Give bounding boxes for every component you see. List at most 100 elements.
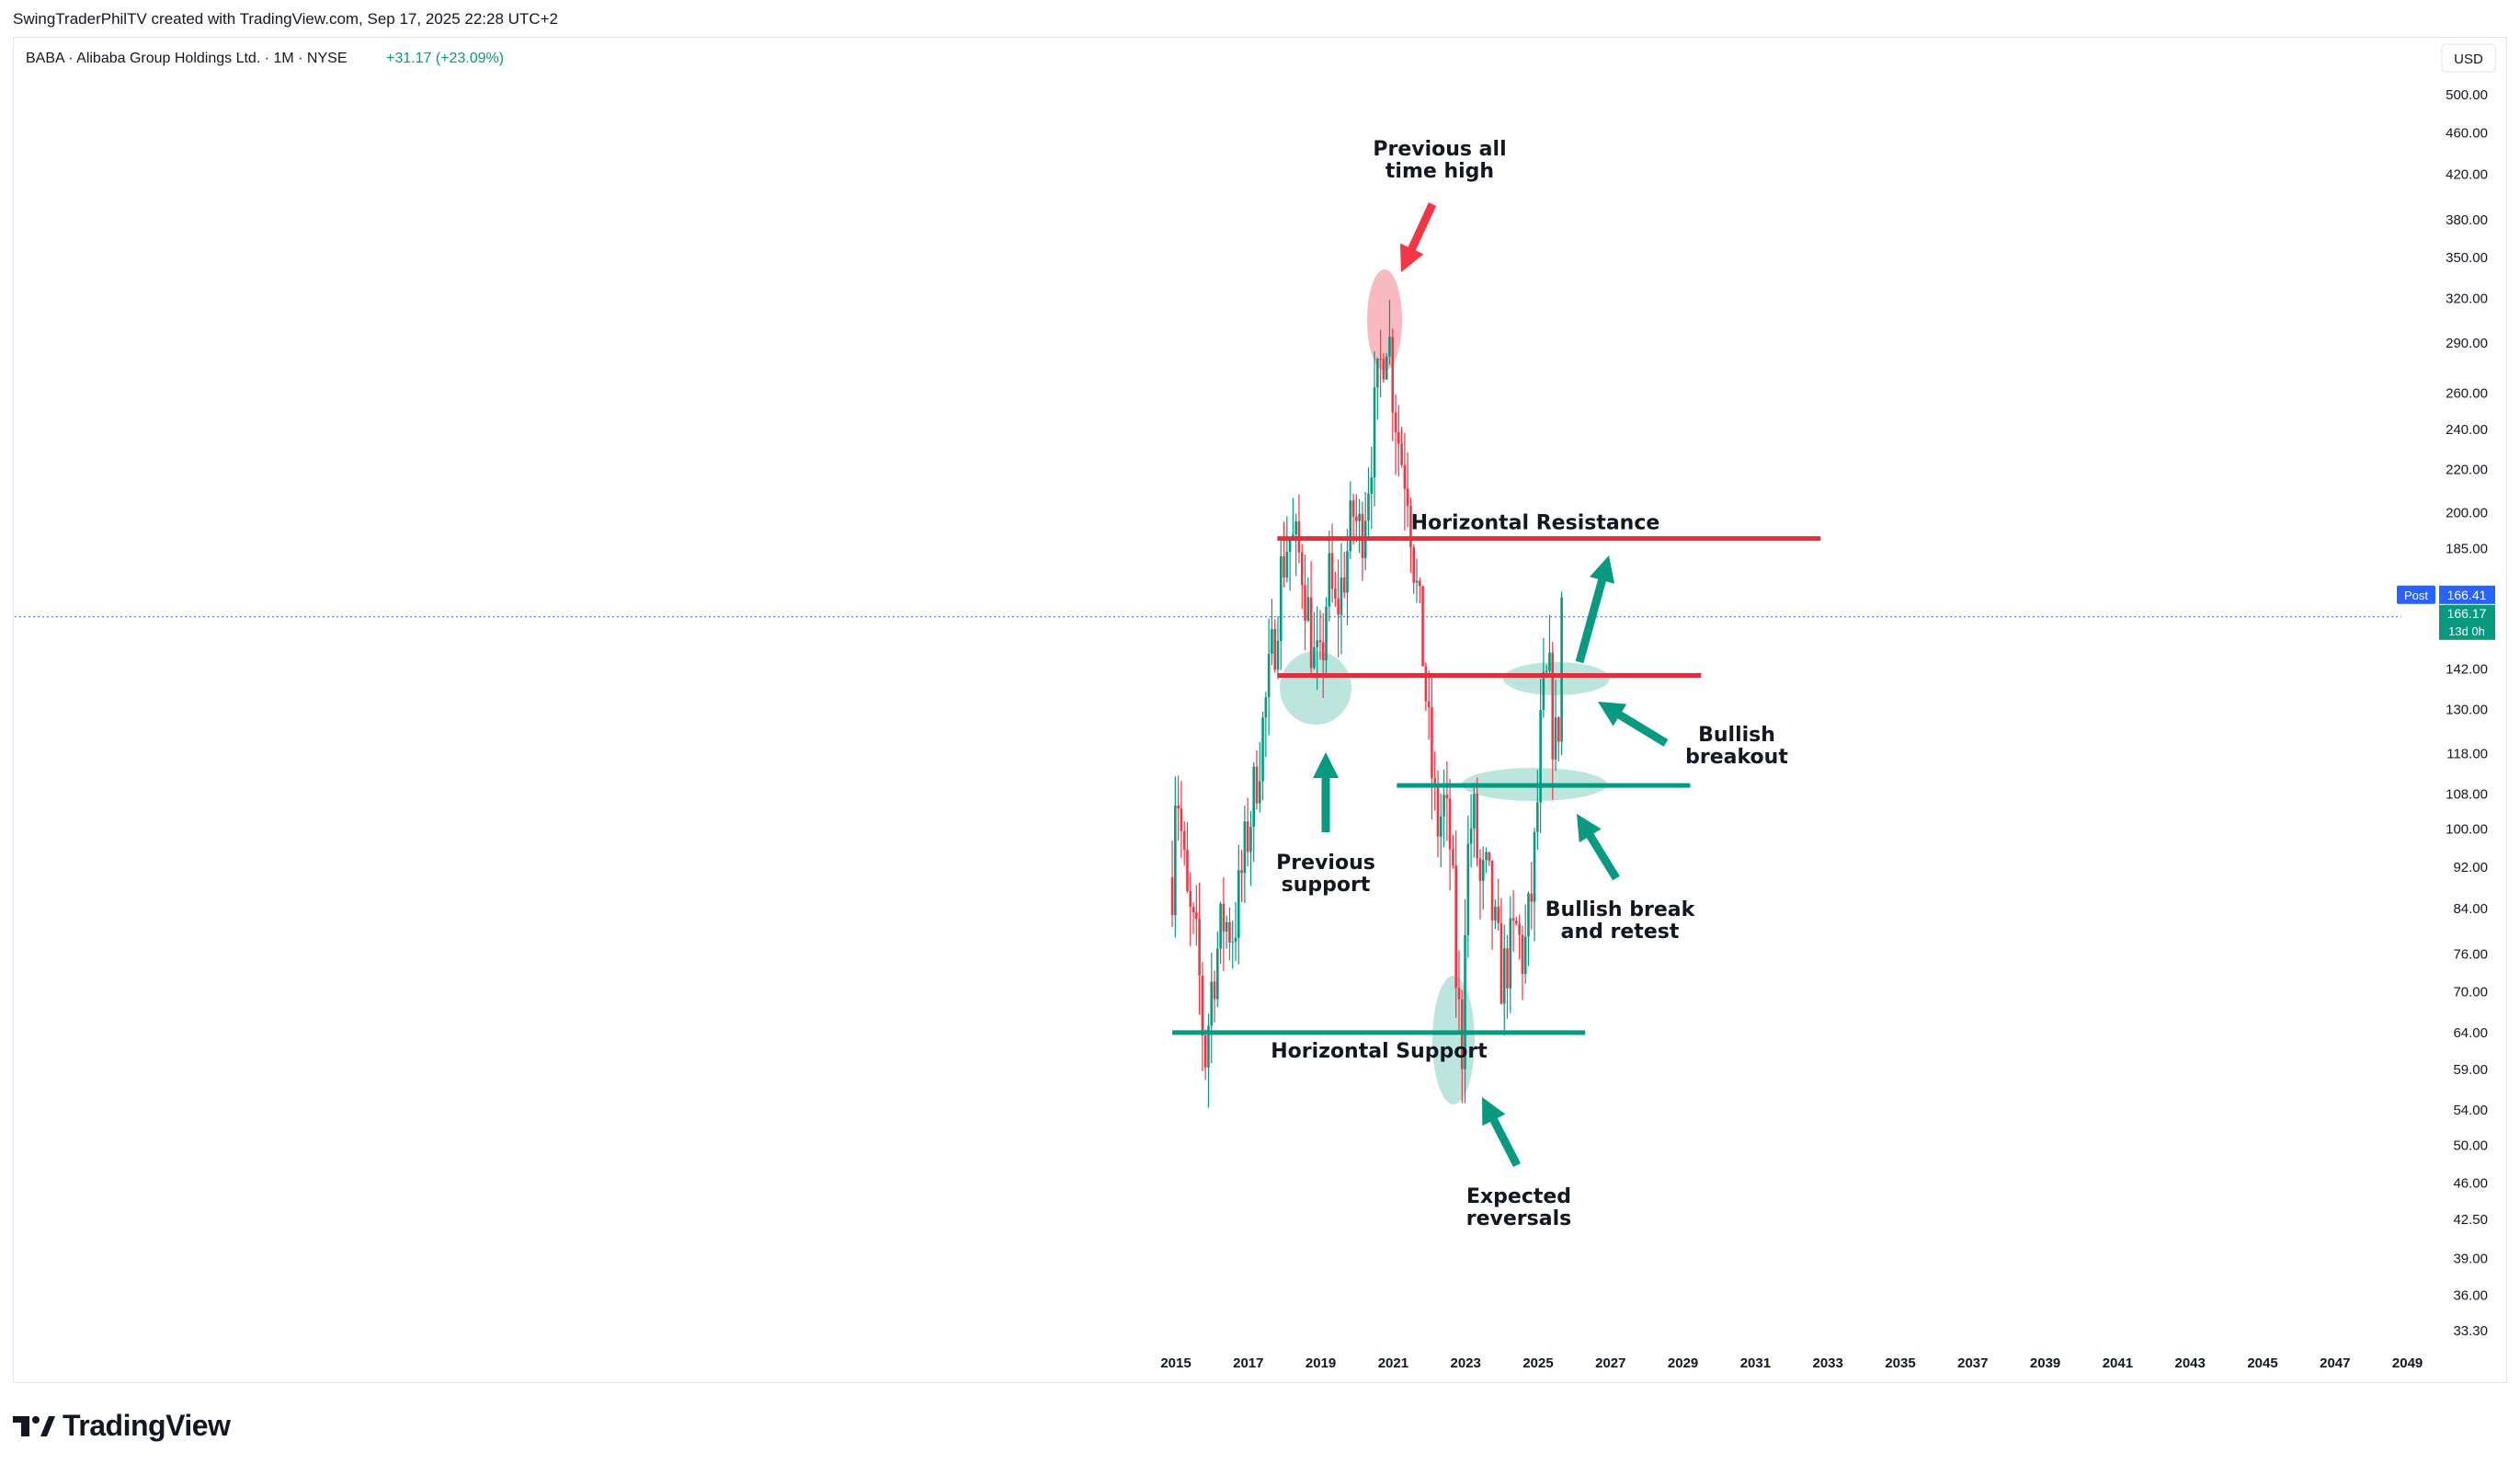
candle-body [1201,975,1204,1036]
currency-label: USD [2454,51,2483,67]
candle-body [1349,500,1352,552]
candle-body [1376,359,1379,388]
candle-body [1309,597,1313,669]
horizontal-levels[interactable]: Horizontal Resistance Horizontal Support [1172,512,1821,1063]
candle-body [1258,781,1261,804]
currency-button[interactable]: USD [2441,43,2496,73]
candle-body [1261,717,1264,782]
y-tick-label: 220.00 [2446,462,2488,477]
candle-body [1497,906,1499,924]
candle-body [1509,918,1512,989]
y-tick-label: 500.00 [2446,87,2488,103]
chart-credit: SwingTraderPhilTV created with TradingVi… [13,10,558,28]
y-tick-label: 320.00 [2446,291,2488,306]
candle-body [1367,493,1370,521]
candle-body [1421,586,1424,667]
y-tick-label: 70.00 [2453,984,2488,1000]
y-tick-label: 108.00 [2446,786,2488,802]
candle-body [1481,860,1485,881]
last-price-badge [2439,604,2495,640]
y-tick-label: 59.00 [2453,1062,2488,1078]
candle-body [1285,551,1289,578]
candle-body [1554,717,1557,760]
candle-body [1511,918,1515,921]
candle-body [1394,412,1397,432]
candle-body [1219,903,1222,949]
y-tick-label: 50.00 [2453,1138,2488,1153]
candle-body [1180,808,1183,831]
svg-text:Bullish break: Bullish break [1545,898,1696,921]
candle-body [1177,805,1180,809]
candle-body [1518,923,1521,935]
svg-text:breakout: breakout [1685,746,1788,769]
candle-body [1523,936,1527,975]
candle-body [1548,652,1551,671]
candle-body [1267,653,1271,698]
candle-body [1539,709,1542,803]
candle-body [1174,805,1177,916]
candle-body [1192,907,1195,913]
y-tick-label: 118.00 [2446,746,2488,761]
candle-body [1379,359,1382,360]
y-tick-label: 200.00 [2446,506,2488,521]
tradingview-logo[interactable]: TradingView [13,1409,231,1443]
candle-body [1318,640,1322,643]
candle-body [1454,865,1457,989]
candle-body [1409,506,1412,548]
candle-body [1195,912,1198,919]
ath-arrow [1399,202,1437,272]
svg-text:Previous: Previous [1276,852,1375,875]
candle-body [1316,640,1318,647]
candle-body [1560,597,1563,742]
candle-body [1485,852,1488,861]
y-tick-label: 100.00 [2446,821,2488,837]
y-tick-label: 460.00 [2446,125,2488,141]
x-tick-label: 2045 [2247,1355,2277,1371]
candle-body [1186,850,1189,891]
post-price-badge [2439,585,2495,604]
candle-body [1391,337,1395,413]
candle-body [1506,948,1509,989]
candle-body [1469,828,1473,844]
candle-body [1545,670,1548,672]
price-axis[interactable]: 500.00 460.00 420.00 380.00 350.00 320.00 290.… [2446,87,2488,1339]
y-tick-label: 290.00 [2446,336,2488,351]
candle-body [1406,488,1409,507]
candle-body [1255,766,1259,804]
candle-body [1530,893,1534,902]
candle-body [1490,861,1494,921]
reversal-arrow [1482,1097,1522,1168]
candle-body [1334,589,1337,599]
candle-body [1403,464,1407,489]
annotation-arrows [1313,202,1669,1168]
candle-body [1249,827,1252,852]
symbol-change: +31.17 (+23.09%) [386,51,504,66]
level-label: Horizontal Support [1271,1040,1488,1063]
post-label: Post [2404,589,2428,602]
previous-support-arrow [1313,752,1339,832]
candle-body [1207,1025,1210,1068]
time-axis[interactable]: 2015 2017 2019 2021 2023 2025 2027 2029 2031 2033… [1160,1355,2423,1371]
y-tick-label: 260.00 [2446,385,2488,401]
candle-body [1436,786,1440,837]
candle-body [1515,921,1518,924]
x-tick-label: 2037 [1957,1355,1988,1371]
annotation-break-retest: Bullish break and retest [1545,898,1696,944]
y-tick-label: 240.00 [2446,422,2488,438]
candle-body [1170,876,1174,916]
candle-body [1412,547,1416,583]
candle-body [1228,921,1231,943]
annotation-ath: Previous all time high [1373,138,1506,183]
x-tick-label: 2039 [2030,1355,2060,1371]
candle-body [1210,981,1214,1026]
candle-body [1346,551,1349,593]
candle-body [1466,843,1470,936]
x-tick-label: 2019 [1306,1355,1336,1371]
candle-body [1273,629,1276,670]
y-tick-label: 380.00 [2446,212,2488,228]
candle-body [1243,821,1247,874]
svg-text:time high: time high [1385,160,1494,183]
candle-body [1340,577,1343,615]
candle-body [1370,477,1374,494]
